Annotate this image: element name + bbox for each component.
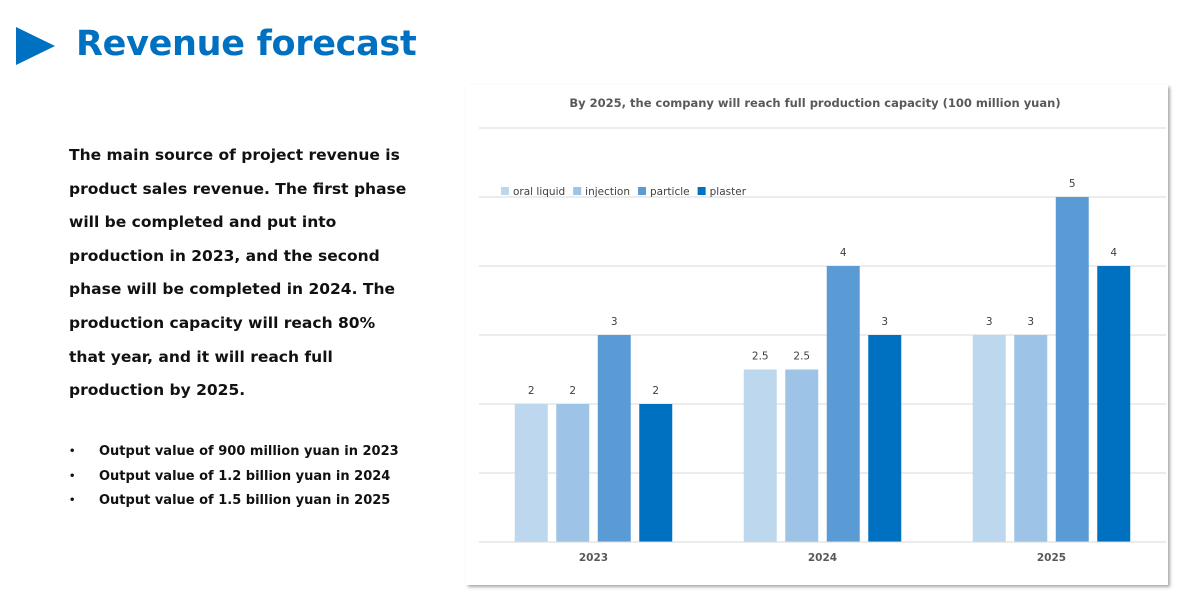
bar (1055, 197, 1089, 542)
list-item: • Output value of 900 million yuan in 202… (69, 440, 399, 465)
bullet-icon: • (69, 446, 76, 457)
chart-canvas: By 2025, the company will reach full pro… (479, 96, 1166, 564)
list-item: • Output value of 1.5 billion yuan in 202… (69, 489, 399, 514)
bar (556, 404, 590, 542)
legend-label: particle (650, 186, 690, 198)
legend-swatch (638, 187, 647, 195)
bullet-icon: • (69, 470, 76, 482)
legend-swatch (501, 187, 509, 195)
legend-swatch (573, 187, 582, 195)
bar (868, 335, 902, 542)
data-label: 2 (652, 385, 659, 397)
bar (826, 266, 860, 542)
data-label: 2.5 (793, 351, 810, 363)
x-tick-label: 2025 (1037, 552, 1066, 564)
intro-paragraph: The main source of project revenue is pr… (69, 146, 407, 400)
bar (1097, 266, 1131, 542)
data-label: 3 (986, 316, 993, 328)
data-label: 2 (528, 385, 535, 397)
legend-label: oral liquid (513, 186, 565, 198)
legend-label: injection (585, 186, 630, 198)
data-label: 5 (1069, 178, 1076, 190)
data-labels: 2 2 3 2 2.5 2.5 4 3 3 3 5 4 (528, 178, 1118, 397)
bar (972, 335, 1006, 542)
chart-title: By 2025, the company will reach full pro… (569, 96, 1060, 110)
x-axis: 2023 2024 2025 (479, 541, 1166, 564)
bar (1014, 335, 1048, 542)
data-label: 3 (881, 316, 888, 328)
legend-label: plaster (710, 186, 747, 198)
bullet-icon: • (69, 495, 76, 506)
bar (597, 335, 631, 542)
title-marker-icon (16, 27, 55, 65)
data-label: 3 (611, 316, 618, 328)
legend: oral liquid injection particle plaster (501, 186, 747, 198)
bar (639, 404, 673, 542)
data-label: 4 (1110, 247, 1117, 259)
data-label: 2 (569, 385, 576, 397)
revenue-chart: By 2025, the company will reach full pro… (466, 85, 1168, 585)
gridlines (479, 127, 1166, 474)
x-tick-label: 2024 (808, 552, 837, 564)
bar (514, 404, 548, 542)
legend-swatch (697, 187, 706, 195)
output-value-list: • Output value of 900 million yuan in 202… (69, 440, 399, 514)
bar (743, 369, 777, 542)
bar (785, 369, 819, 542)
page-title: Revenue forecast (76, 24, 417, 64)
x-tick-label: 2023 (579, 552, 608, 564)
data-label: 3 (1027, 316, 1034, 328)
list-item: • Output value of 1.2 billion yuan in 202… (69, 465, 399, 490)
data-label: 2.5 (752, 351, 769, 363)
data-label: 4 (840, 247, 847, 259)
bars (514, 197, 1131, 542)
